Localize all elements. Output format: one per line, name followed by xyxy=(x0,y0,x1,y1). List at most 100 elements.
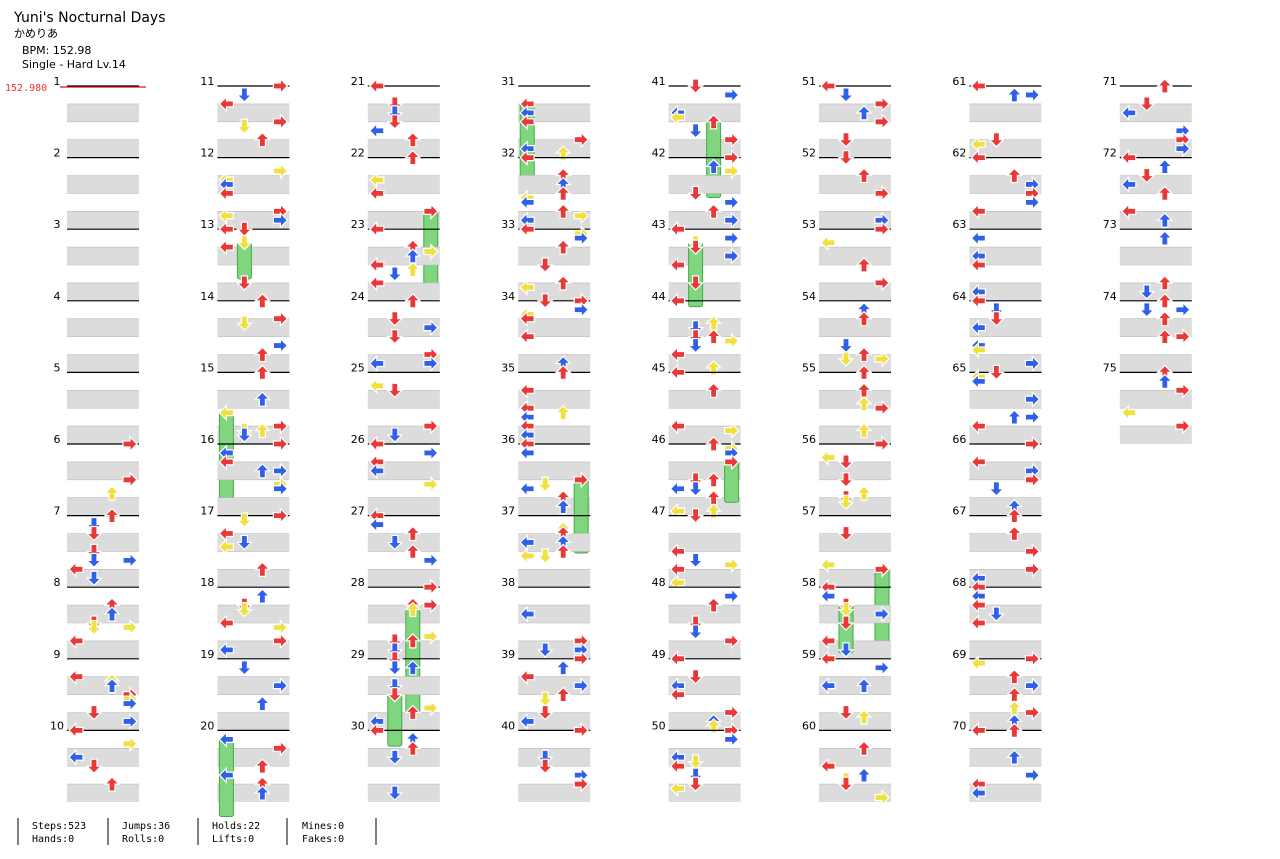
stats: Steps:523 Hands:0 Jumps:36 Rolls:0 Holds:22 L… xyxy=(17,818,377,845)
note-arrow xyxy=(536,642,554,658)
note-arrow xyxy=(669,650,686,668)
beat-band xyxy=(969,712,1042,731)
measure-number: 8 xyxy=(54,576,61,589)
beat-band xyxy=(518,605,591,623)
note-arrow xyxy=(855,677,873,694)
beat-band xyxy=(668,748,741,767)
note-arrow xyxy=(705,203,723,219)
measure-number: 27 xyxy=(351,505,365,518)
beat-band xyxy=(819,569,891,588)
note-arrow xyxy=(1175,301,1191,319)
note-arrow xyxy=(253,785,271,801)
beat-band xyxy=(518,712,591,731)
note-arrow xyxy=(1024,471,1041,489)
note-arrow xyxy=(723,86,740,104)
measure-number: 53 xyxy=(802,218,816,231)
note-arrow xyxy=(554,185,572,201)
note-arrow xyxy=(669,780,686,798)
note-arrow xyxy=(855,767,873,783)
note-arrow xyxy=(687,123,705,139)
song-title: Yuni's Nocturnal Days xyxy=(13,10,166,26)
beat-band xyxy=(1119,175,1192,194)
note-arrow xyxy=(874,184,890,202)
note-arrow xyxy=(536,257,554,273)
measure-number: 36 xyxy=(501,433,515,446)
note-arrow xyxy=(855,364,873,380)
measure-number: 71 xyxy=(1103,75,1117,88)
note-arrow xyxy=(874,399,890,417)
measure-number: 62 xyxy=(952,147,966,160)
beat-band xyxy=(969,318,1042,337)
note-arrow xyxy=(85,704,103,721)
measure-number: 28 xyxy=(351,576,365,589)
note-arrow xyxy=(723,162,740,180)
note-arrow xyxy=(68,668,84,686)
note-arrow xyxy=(218,238,234,256)
note-arrow xyxy=(705,113,723,130)
beat-band xyxy=(819,748,891,767)
beat-band xyxy=(518,676,591,695)
note-arrow xyxy=(1120,176,1137,193)
beat-band xyxy=(969,426,1042,444)
note-arrow xyxy=(820,448,836,466)
measure-number: 24 xyxy=(351,290,365,303)
note-arrow xyxy=(987,481,1005,497)
note-arrow xyxy=(519,328,535,346)
measure-number: 1 xyxy=(54,75,61,88)
note-arrow xyxy=(235,315,253,332)
note-arrow xyxy=(874,95,890,113)
note-arrow xyxy=(987,311,1005,327)
measure-number: 20 xyxy=(200,719,214,732)
note-arrow xyxy=(423,355,439,372)
beat-band xyxy=(1119,390,1192,409)
beat-band xyxy=(518,103,591,122)
note-arrow xyxy=(837,454,855,470)
beat-band xyxy=(969,282,1042,301)
beat-band xyxy=(518,354,591,373)
measure-number: 56 xyxy=(802,433,816,446)
measure-number: 61 xyxy=(952,75,966,88)
note-arrow xyxy=(1156,328,1174,345)
beat-band xyxy=(367,569,440,588)
beat-band xyxy=(367,282,440,301)
note-arrow xyxy=(68,632,84,650)
note-arrow xyxy=(970,417,987,435)
beat-band xyxy=(668,318,741,337)
beat-band xyxy=(819,354,891,373)
beat-band xyxy=(819,640,891,659)
measure-number: 19 xyxy=(200,648,214,661)
note-arrow xyxy=(723,587,740,605)
note-arrow xyxy=(272,435,289,453)
note-arrow xyxy=(970,256,987,274)
beat-band xyxy=(367,461,440,480)
beat-band xyxy=(969,103,1042,122)
measure-number: 37 xyxy=(501,505,515,518)
beat-band xyxy=(367,605,440,623)
note-arrow xyxy=(687,754,705,770)
note-arrow xyxy=(235,221,253,238)
beat-band xyxy=(668,784,741,802)
measure-number: 35 xyxy=(501,361,515,374)
measure-number: 45 xyxy=(652,361,666,374)
note-arrow xyxy=(970,319,987,337)
measure-number: 51 xyxy=(802,75,816,88)
beat-band xyxy=(217,247,290,265)
note-arrow xyxy=(235,427,253,443)
note-arrow xyxy=(122,471,138,489)
note-arrow xyxy=(1138,302,1156,318)
beat-band xyxy=(1119,318,1192,337)
note-arrow xyxy=(122,695,138,712)
beat-band xyxy=(217,533,290,552)
note-arrow xyxy=(272,113,289,131)
note-arrow xyxy=(536,476,554,493)
measure-number: 3 xyxy=(54,218,61,231)
note-arrow xyxy=(536,548,554,564)
beat-band xyxy=(969,497,1042,516)
beat-band xyxy=(367,247,440,265)
note-arrow xyxy=(1024,86,1041,104)
note-arrow xyxy=(253,364,271,380)
stat: Fakes:0 xyxy=(302,834,344,845)
measure-number: 16 xyxy=(200,433,214,446)
note-arrow xyxy=(705,158,723,175)
measure-number: 26 xyxy=(351,433,365,446)
